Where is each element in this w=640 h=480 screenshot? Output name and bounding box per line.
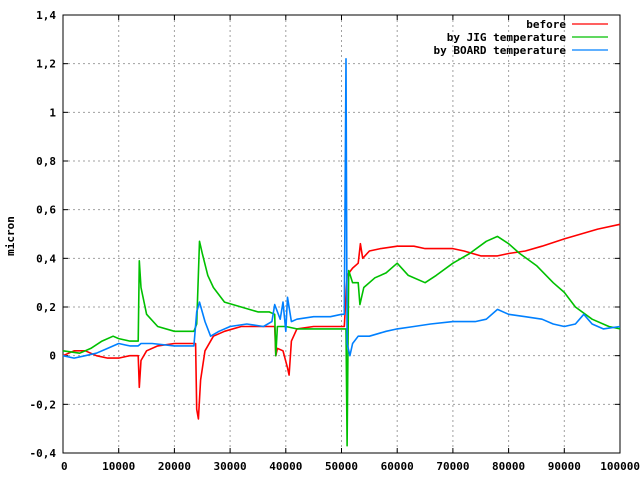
series-line-1 xyxy=(62,235,621,447)
y-tick-label: 0,8 xyxy=(36,155,56,168)
x-tick-label: 20000 xyxy=(158,460,191,473)
series xyxy=(62,58,621,447)
series-line-0 xyxy=(62,223,621,420)
series-line-2 xyxy=(62,58,621,359)
y-tick-label: -0,2 xyxy=(30,398,57,411)
legend-label-0: before xyxy=(526,18,566,31)
legend-label-1: by JIG temperature xyxy=(447,31,567,44)
x-tick-label: 0 xyxy=(61,460,68,473)
x-tick-label: 70000 xyxy=(436,460,469,473)
legend-label-2: by BOARD temperature xyxy=(434,44,567,57)
y-tick-label: 0,6 xyxy=(36,204,56,217)
x-tick-label: 40000 xyxy=(269,460,302,473)
y-tick-label: -0,4 xyxy=(30,447,57,460)
x-tick-label: 80000 xyxy=(492,460,525,473)
ticks: -0,4 -0,2 0 0,2 0,4 0,6 0,8 1 1,2 1,4 0 10000 20000 3… xyxy=(30,9,640,473)
y-tick-label: 0,4 xyxy=(36,252,56,265)
y-tick-label: 0 xyxy=(49,350,56,363)
x-tick-label: 50000 xyxy=(325,460,358,473)
y-axis-label: micron xyxy=(4,216,17,256)
x-tick-label: 10000 xyxy=(102,460,135,473)
y-tick-label: 1 xyxy=(49,106,56,119)
x-tick-label: 90000 xyxy=(548,460,581,473)
grid xyxy=(63,15,620,453)
y-tick-label: 1,2 xyxy=(36,58,56,71)
x-tick-label: 100000 xyxy=(600,460,640,473)
x-tick-label: 60000 xyxy=(381,460,414,473)
y-tick-label: 0,2 xyxy=(36,301,56,314)
y-tick-label: 1,4 xyxy=(36,9,56,22)
x-tick-label: 30000 xyxy=(214,460,247,473)
